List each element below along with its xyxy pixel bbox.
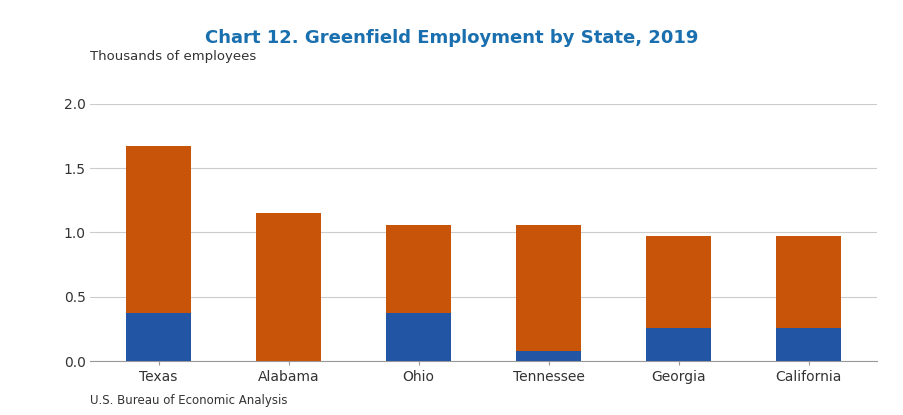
Bar: [126, 146, 191, 313]
Bar: [776, 327, 840, 361]
Text: Chart 12. Greenfield Employment by State, 2019: Chart 12. Greenfield Employment by State…: [205, 29, 698, 47]
Text: Thousands of employees: Thousands of employees: [90, 50, 256, 63]
Bar: [776, 236, 840, 327]
Bar: [256, 213, 321, 361]
Bar: [516, 225, 581, 351]
Bar: [516, 351, 581, 361]
Bar: [646, 236, 711, 327]
Bar: [126, 313, 191, 361]
Bar: [386, 225, 451, 313]
Text: U.S. Bureau of Economic Analysis: U.S. Bureau of Economic Analysis: [90, 394, 287, 407]
Bar: [386, 313, 451, 361]
Bar: [646, 327, 711, 361]
